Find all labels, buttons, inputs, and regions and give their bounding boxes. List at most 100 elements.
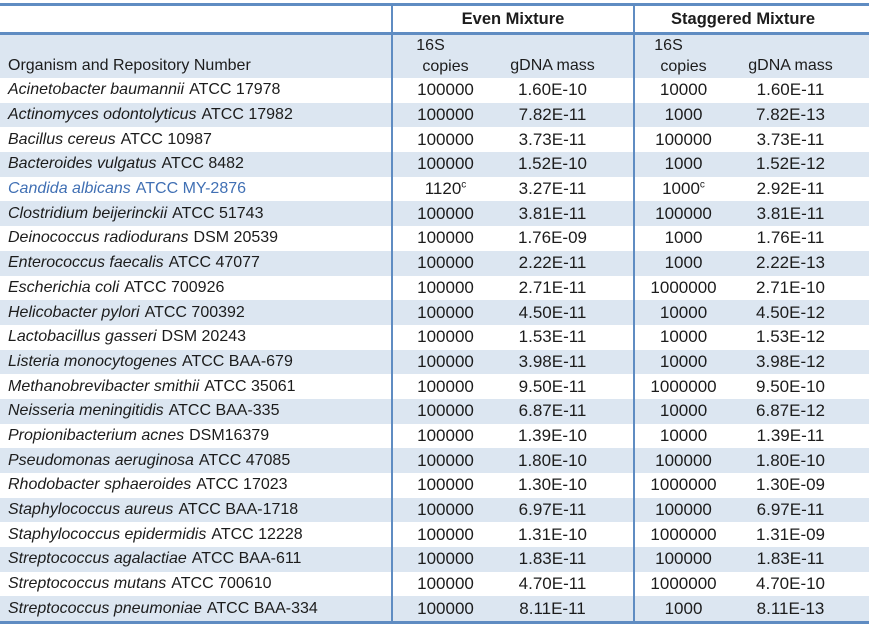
group-header-staggered-mixture: Staggered Mixture <box>633 4 869 35</box>
even-gdna-mass-value: 6.97E-11 <box>518 500 587 520</box>
repository-number: DSM 20243 <box>161 328 247 346</box>
column-header-organism: Organism and Repository Number <box>0 33 392 78</box>
staggered-gdna-mass-value: 3.98E-12 <box>756 351 826 371</box>
staggered-16s-copies-value: 100000 <box>633 201 733 227</box>
repository-number: ATCC 700610 <box>171 575 272 593</box>
even-16s-copies-value: 100000 <box>391 275 498 301</box>
column-header-even-copies: copies <box>391 56 498 78</box>
staggered-gdna-mass-value: 1.80E-10 <box>756 450 826 470</box>
footnote-marker: c <box>699 179 705 191</box>
table-row: Neisseria meningitidis ATCC BAA-335 10000… <box>0 398 869 424</box>
staggered-gdna-mass-value: 8.11E-13 <box>756 598 825 618</box>
even-gdna-mass-value: 8.11E-11 <box>519 598 586 618</box>
staggered-gdna-mass-value: 1.39E-11 <box>756 425 825 445</box>
organism-name: Neisseria meningitidis <box>8 402 164 420</box>
repository-number: ATCC MY-2876 <box>135 180 247 198</box>
staggered-16s-copies-value: 1000 <box>633 226 733 251</box>
repository-number: ATCC 700392 <box>144 303 245 321</box>
organism-cell: Pseudomonas aeruginosa ATCC 47085 <box>0 448 392 473</box>
table-header: Even Mixture Staggered Mixture Organism … <box>0 4 869 78</box>
organism-name: Methanobrevibacter smithii <box>8 377 200 395</box>
organism-cell: Neisseria meningitidis ATCC BAA-335 <box>0 399 392 424</box>
organism-cell: Actinomyces odontolyticus ATCC 17982 <box>0 103 392 128</box>
repository-number: ATCC 47085 <box>198 451 291 469</box>
table-row: Bacillus cereus ATCC 10987 100000 3.73E-1… <box>0 127 869 153</box>
organism-name: Helicobacter pylori <box>8 303 140 321</box>
organism-cell: Streptococcus mutans ATCC 700610 <box>0 572 392 597</box>
staggered-16s-copies-value: 1000c <box>633 176 733 202</box>
table-row: Deinococcus radiodurans DSM 20539 100000 … <box>0 226 869 251</box>
repository-number: ATCC 10987 <box>120 130 212 148</box>
staggered-16s-copies-value: 10000 <box>633 300 733 325</box>
even-16s-copies-value: 100000 <box>391 300 498 325</box>
repository-number: DSM16379 <box>189 426 270 444</box>
table-row: Listeria monocytogenes ATCC BAA-679 10000… <box>0 349 869 375</box>
table-row: Propionibacterium acnes DSM16379 100000 1… <box>0 423 869 449</box>
organism-name: Staphylococcus aureus <box>8 501 174 519</box>
table-row: Methanobrevibacter smithii ATCC 35061 100… <box>0 374 869 399</box>
even-16s-copies-value: 100000 <box>391 250 498 276</box>
staggered-16s-copies-value: 1000000 <box>633 374 733 399</box>
repository-number: ATCC 51743 <box>172 204 264 222</box>
organism-cell: Staphylococcus aureus ATCC BAA-1718 <box>0 498 392 523</box>
table-row: Staphylococcus epidermidis ATCC 12228 100… <box>0 522 869 548</box>
column-header-even-gdna-mass: gDNA mass <box>498 33 635 78</box>
organism-name: Bacillus cereus <box>8 130 116 148</box>
organism-name: Escherichia coli <box>8 278 120 296</box>
table-row: Acinetobacter baumannii ATCC 17978 100000… <box>0 78 869 103</box>
organism-name: Acinetobacter baumannii <box>8 81 185 99</box>
staggered-16s-copies-value: 1000000 <box>633 275 733 301</box>
staggered-gdna-mass-value: 1.83E-11 <box>756 549 825 569</box>
even-16s-copies-value: 100000 <box>391 102 498 128</box>
even-gdna-mass-value: 1.39E-10 <box>518 425 587 445</box>
even-gdna-mass-value: 3.73E-11 <box>518 129 587 149</box>
even-gdna-mass-value: 1.83E-11 <box>518 549 587 569</box>
repository-number: ATCC 17982 <box>201 106 293 124</box>
even-gdna-mass-value: 1.52E-10 <box>518 154 587 174</box>
column-header-staggered-16s: 16S <box>633 33 733 56</box>
repository-number: ATCC 8482 <box>161 155 244 173</box>
subheader-row-copies: copies copies <box>0 56 869 78</box>
organism-name: Clostridium beijerinckii <box>8 204 168 222</box>
repository-number: ATCC 35061 <box>204 377 296 395</box>
even-16s-copies-value: 100000 <box>391 152 498 177</box>
organism-name: Propionibacterium acnes <box>8 426 185 444</box>
table-row: Escherichia coli ATCC 700926 100000 2.71E… <box>0 275 869 301</box>
staggered-16s-copies-value: 1000 <box>633 250 733 276</box>
staggered-16s-copies-value: 1000000 <box>633 473 733 498</box>
staggered-gdna-mass-value: 1.52E-12 <box>756 154 826 174</box>
staggered-16s-copies-value: 10000 <box>633 423 733 449</box>
repository-number: ATCC 17023 <box>196 476 288 494</box>
footnote-marker: c <box>461 179 467 191</box>
organism-name: Bacteroides vulgatus <box>8 155 157 173</box>
repository-number: ATCC 17978 <box>189 81 281 99</box>
table-row: Lactobacillus gasseri DSM 20243 100000 1.… <box>0 324 869 350</box>
organism-name: Actinomyces odontolyticus <box>8 106 197 124</box>
organism-cell: Streptococcus agalactiae ATCC BAA-611 <box>0 547 392 572</box>
group-header-even-mixture: Even Mixture <box>390 4 635 35</box>
organism-cell: Candida albicans ATCC MY-2876 <box>0 177 392 202</box>
even-16s-copies-value: 1120c <box>391 176 498 202</box>
staggered-gdna-mass-value: 4.50E-12 <box>756 302 826 322</box>
organism-cell: Clostridium beijerinckii ATCC 51743 <box>0 201 392 226</box>
repository-number: ATCC BAA-611 <box>191 550 302 568</box>
organism-name: Lactobacillus gasseri <box>8 328 157 346</box>
organism-cell: Rhodobacter sphaeroides ATCC 17023 <box>0 473 392 498</box>
staggered-16s-copies-value: 1000 <box>633 152 733 177</box>
even-gdna-mass-value: 1.60E-10 <box>518 80 587 100</box>
even-16s-copies-value: 100000 <box>391 78 498 103</box>
organism-name: Candida albicans <box>8 180 131 198</box>
table-row: Enterococcus faecalis ATCC 47077 100000 2… <box>0 250 869 276</box>
even-gdna-mass-value: 3.27E-11 <box>518 179 587 199</box>
even-16s-copies-value: 100000 <box>391 127 498 153</box>
staggered-gdna-mass-value: 2.71E-10 <box>756 277 826 297</box>
even-gdna-mass-value: 4.70E-11 <box>518 574 587 594</box>
even-gdna-mass-value: 1.30E-10 <box>518 475 587 495</box>
even-16s-copies-value: 100000 <box>391 201 498 227</box>
organism-name: Staphylococcus epidermidis <box>8 525 207 543</box>
even-gdna-mass-value: 1.80E-10 <box>518 450 587 470</box>
group-header-row: Even Mixture Staggered Mixture <box>0 4 869 35</box>
table-row: Pseudomonas aeruginosa ATCC 47085 100000 … <box>0 448 869 473</box>
staggered-16s-copies-value: 10000 <box>633 349 733 375</box>
organism-cell: Methanobrevibacter smithii ATCC 35061 <box>0 374 392 399</box>
